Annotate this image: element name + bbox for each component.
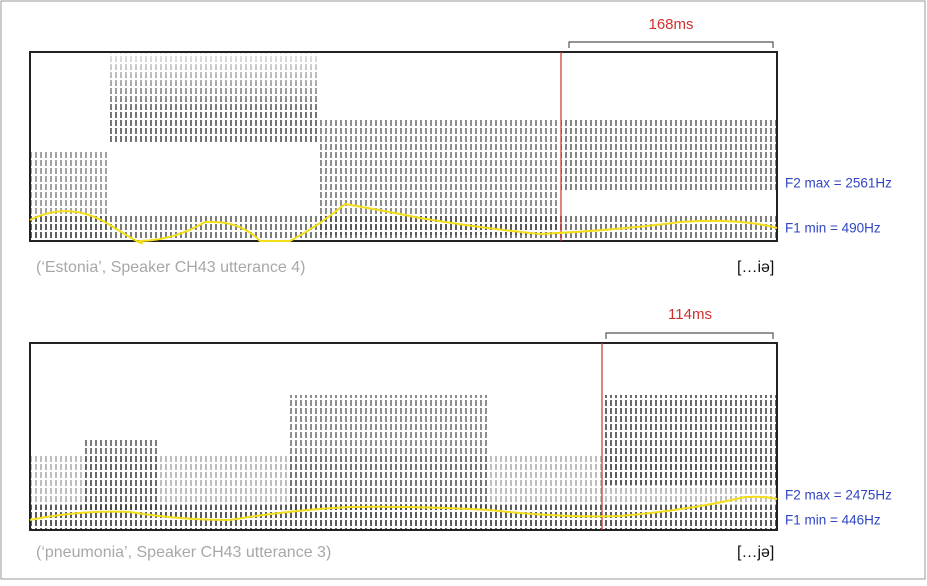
spectrogram [29, 342, 778, 531]
caption: (‘Estonia’, Speaker CH43 utterance 4) [36, 259, 305, 276]
f1-label: F1 min = 490Hz [785, 221, 881, 236]
transcription: […iə] [737, 259, 774, 276]
f1-label: F1 min = 446Hz [785, 513, 881, 528]
caption: (‘pneumonia’, Speaker CH43 utterance 3) [36, 544, 331, 561]
duration-label: 168ms [648, 16, 693, 33]
bracket [568, 41, 774, 48]
transcription: […jə] [737, 544, 774, 561]
bracket [605, 332, 774, 339]
f2-label: F2 max = 2475Hz [785, 488, 892, 503]
f2-label: F2 max = 2561Hz [785, 176, 892, 191]
spectrogram [29, 51, 778, 245]
duration-label: 114ms [668, 306, 712, 323]
